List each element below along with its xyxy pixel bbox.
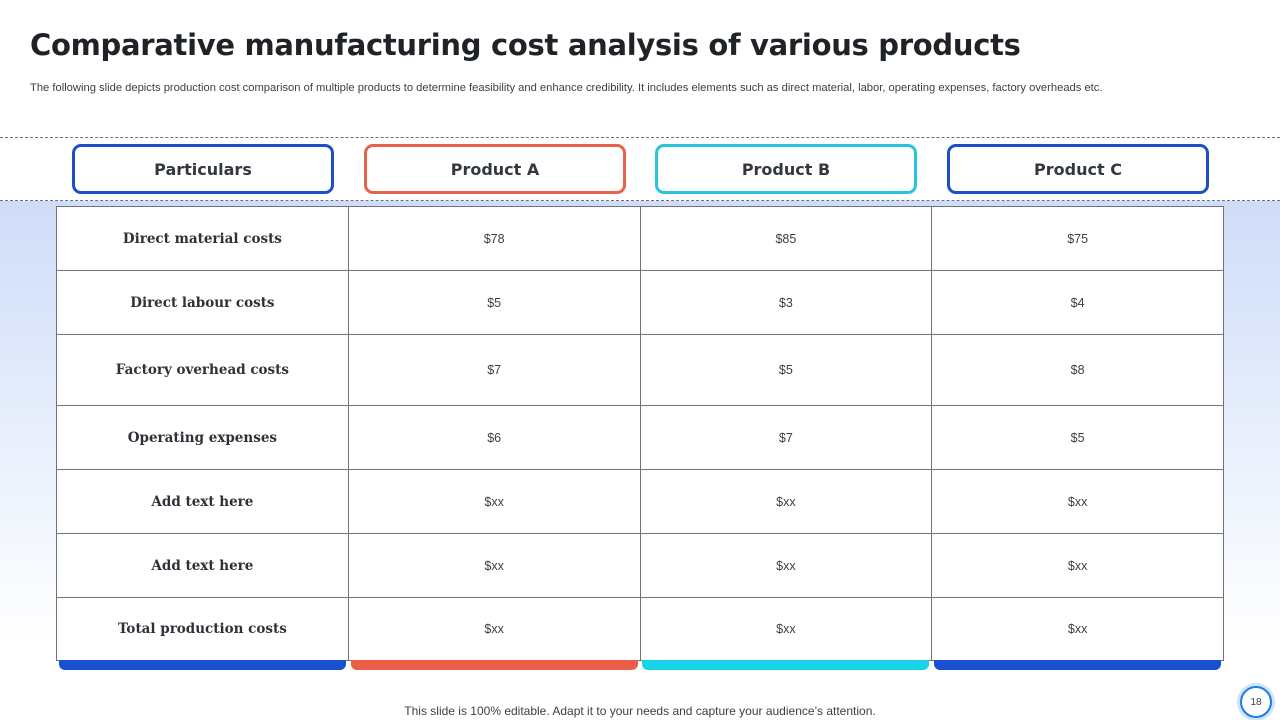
- table-row: Factory overhead costs $7 $5 $8: [56, 334, 1224, 406]
- cost-table: Direct material costs $78 $85 $75 Direct…: [56, 206, 1224, 661]
- cell-product-b: $xx: [639, 469, 933, 534]
- cell-product-a: $xx: [347, 533, 641, 598]
- column-accent-bar-product-a: [351, 660, 638, 670]
- cell-product-b: $5: [639, 334, 933, 406]
- header-product-b: Product B: [655, 144, 917, 194]
- cell-product-c: $xx: [931, 533, 1224, 598]
- cell-product-a: $xx: [347, 469, 641, 534]
- table-row: Add text here $xx $xx $xx: [56, 469, 1224, 534]
- cell-product-c: $xx: [931, 469, 1224, 534]
- column-accent-bar-particulars: [59, 660, 346, 670]
- cell-product-b: $3: [639, 270, 933, 335]
- column-accent-bar-product-b: [642, 660, 929, 670]
- row-label: Direct labour costs: [56, 270, 349, 335]
- row-label: Total production costs: [56, 597, 349, 661]
- cell-product-a: $xx: [347, 597, 641, 661]
- cell-product-c: $xx: [931, 597, 1224, 661]
- footer-note: This slide is 100% editable. Adapt it to…: [404, 704, 876, 718]
- cell-product-a: $5: [347, 270, 641, 335]
- cell-product-a: $7: [347, 334, 641, 406]
- cell-product-b: $85: [639, 206, 933, 271]
- table-row: Operating expenses $6 $7 $5: [56, 405, 1224, 470]
- table-row: Direct labour costs $5 $3 $4: [56, 270, 1224, 335]
- cell-product-b: $xx: [639, 533, 933, 598]
- header-particulars: Particulars: [72, 144, 334, 194]
- table-row: Total production costs $xx $xx $xx: [56, 597, 1224, 661]
- cell-product-c: $5: [931, 405, 1224, 470]
- page-subtitle: The following slide depicts production c…: [30, 82, 1103, 94]
- table-row: Add text here $xx $xx $xx: [56, 533, 1224, 598]
- cell-product-c: $75: [931, 206, 1224, 271]
- cell-product-c: $8: [931, 334, 1224, 406]
- cell-product-a: $6: [347, 405, 641, 470]
- header-product-c: Product C: [947, 144, 1209, 194]
- column-accent-bar-product-c: [934, 660, 1221, 670]
- row-label: Add text here: [56, 533, 349, 598]
- row-label: Direct material costs: [56, 206, 349, 271]
- table-row: Direct material costs $78 $85 $75: [56, 206, 1224, 271]
- page-number: 18: [1240, 686, 1272, 718]
- header-product-a: Product A: [364, 144, 626, 194]
- row-label: Operating expenses: [56, 405, 349, 470]
- cell-product-b: $7: [639, 405, 933, 470]
- cell-product-b: $xx: [639, 597, 933, 661]
- cell-product-c: $4: [931, 270, 1224, 335]
- cell-product-a: $78: [347, 206, 641, 271]
- row-label: Add text here: [56, 469, 349, 534]
- row-label: Factory overhead costs: [56, 334, 349, 406]
- page-title: Comparative manufacturing cost analysis …: [30, 28, 1021, 62]
